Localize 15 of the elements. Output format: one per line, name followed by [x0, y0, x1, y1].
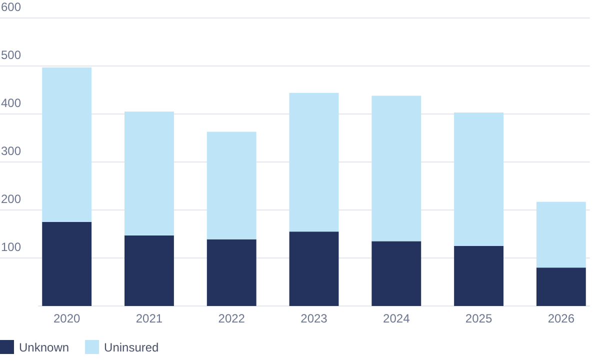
- y-tick-label: 100: [1, 240, 22, 254]
- x-tick-label: 2020: [53, 312, 81, 326]
- x-tick-label: 2024: [383, 312, 410, 326]
- legend-label: Unknown: [19, 340, 70, 354]
- y-tick-label: 600: [1, 0, 22, 14]
- x-tick-label: 2025: [465, 312, 492, 326]
- x-tick-label: 2026: [548, 312, 575, 326]
- y-tick-label: 500: [1, 48, 22, 62]
- legend-label: Uninsured: [104, 340, 159, 354]
- y-tick-label: 300: [1, 144, 22, 158]
- x-tick-label: 2022: [218, 312, 246, 326]
- y-tick-label: 200: [1, 192, 22, 206]
- x-tick-label: 2023: [300, 312, 328, 326]
- y-tick-label: 400: [1, 96, 22, 110]
- x-tick-label: 2021: [136, 312, 163, 326]
